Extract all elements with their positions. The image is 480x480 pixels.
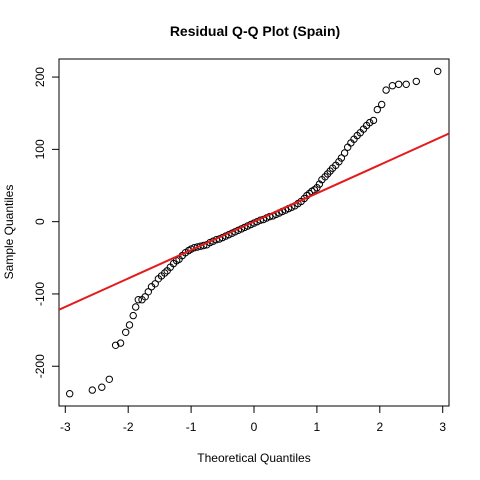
chart-title: Residual Q-Q Plot (Spain) [170,23,340,39]
data-point [378,100,386,109]
y-axis: -200 -100 0 100 200 [33,67,60,378]
points-layer [66,67,442,398]
data-point [344,143,352,151]
qq-reference-line [59,132,449,311]
y-tick-label: 100 [33,139,47,159]
data-point [129,311,137,320]
data-point [388,82,397,90]
x-tick-label: 1 [314,420,321,434]
x-axis-label: Theoretical Quantiles [197,451,310,465]
data-point [98,383,106,391]
data-point [111,341,120,349]
x-tick-label: 2 [376,420,383,434]
data-point [66,390,74,398]
data-point [412,77,420,86]
data-point [116,339,125,347]
data-point [373,105,381,114]
data-point [161,269,169,277]
data-point [395,80,403,89]
data-point [340,149,349,157]
plot-frame [58,58,450,407]
data-point [366,118,374,127]
data-point [335,158,343,166]
data-point [402,80,410,89]
data-point [105,375,114,383]
x-tick-label: 0 [251,420,258,434]
data-point [122,328,130,336]
x-axis: -3 -2 -1 0 1 2 3 [60,405,446,434]
x-tick-label: 3 [439,420,446,434]
y-axis-label: Sample Quantiles [2,185,16,280]
x-tick-label: -1 [186,420,197,434]
data-point [382,86,390,94]
x-tick-label: -3 [60,420,71,434]
data-point [144,288,153,296]
data-point [125,321,134,329]
data-point [134,296,143,304]
data-point [369,116,378,125]
data-point [315,180,324,188]
data-point [132,303,140,311]
y-tick-label: -200 [33,354,47,378]
y-tick-label: 200 [33,67,47,87]
y-tick-label: 0 [33,218,47,225]
y-tick-label: -100 [33,282,47,306]
x-tick-label: -2 [123,420,134,434]
data-point [310,186,319,194]
data-point [88,386,97,394]
data-point [434,67,442,76]
